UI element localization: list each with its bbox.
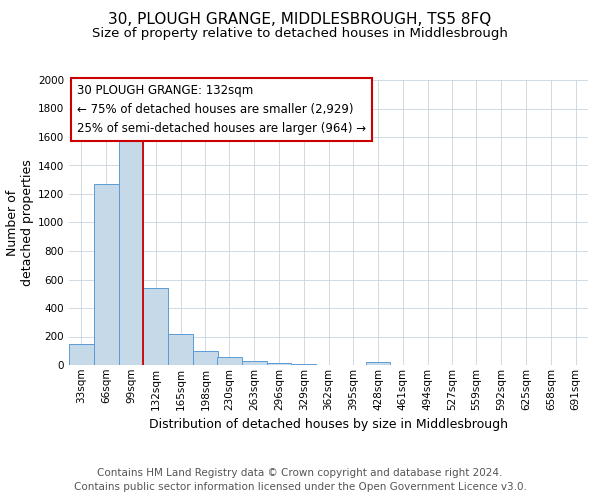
Bar bbox=[292, 364, 316, 365]
Bar bbox=[69, 344, 94, 365]
Bar bbox=[266, 363, 292, 365]
Bar bbox=[168, 334, 193, 365]
X-axis label: Distribution of detached houses by size in Middlesbrough: Distribution of detached houses by size … bbox=[149, 418, 508, 431]
Bar bbox=[242, 362, 266, 365]
Bar bbox=[143, 288, 168, 365]
Text: 30, PLOUGH GRANGE, MIDDLESBROUGH, TS5 8FQ: 30, PLOUGH GRANGE, MIDDLESBROUGH, TS5 8F… bbox=[109, 12, 491, 28]
Y-axis label: Number of
detached properties: Number of detached properties bbox=[6, 159, 34, 286]
Text: 30 PLOUGH GRANGE: 132sqm
← 75% of detached houses are smaller (2,929)
25% of sem: 30 PLOUGH GRANGE: 132sqm ← 75% of detach… bbox=[77, 84, 366, 136]
Bar bbox=[94, 184, 119, 365]
Bar bbox=[365, 362, 391, 365]
Bar bbox=[193, 351, 218, 365]
Bar bbox=[119, 140, 143, 365]
Text: Contains HM Land Registry data © Crown copyright and database right 2024.
Contai: Contains HM Land Registry data © Crown c… bbox=[74, 468, 526, 492]
Text: Size of property relative to detached houses in Middlesbrough: Size of property relative to detached ho… bbox=[92, 28, 508, 40]
Bar bbox=[217, 357, 242, 365]
